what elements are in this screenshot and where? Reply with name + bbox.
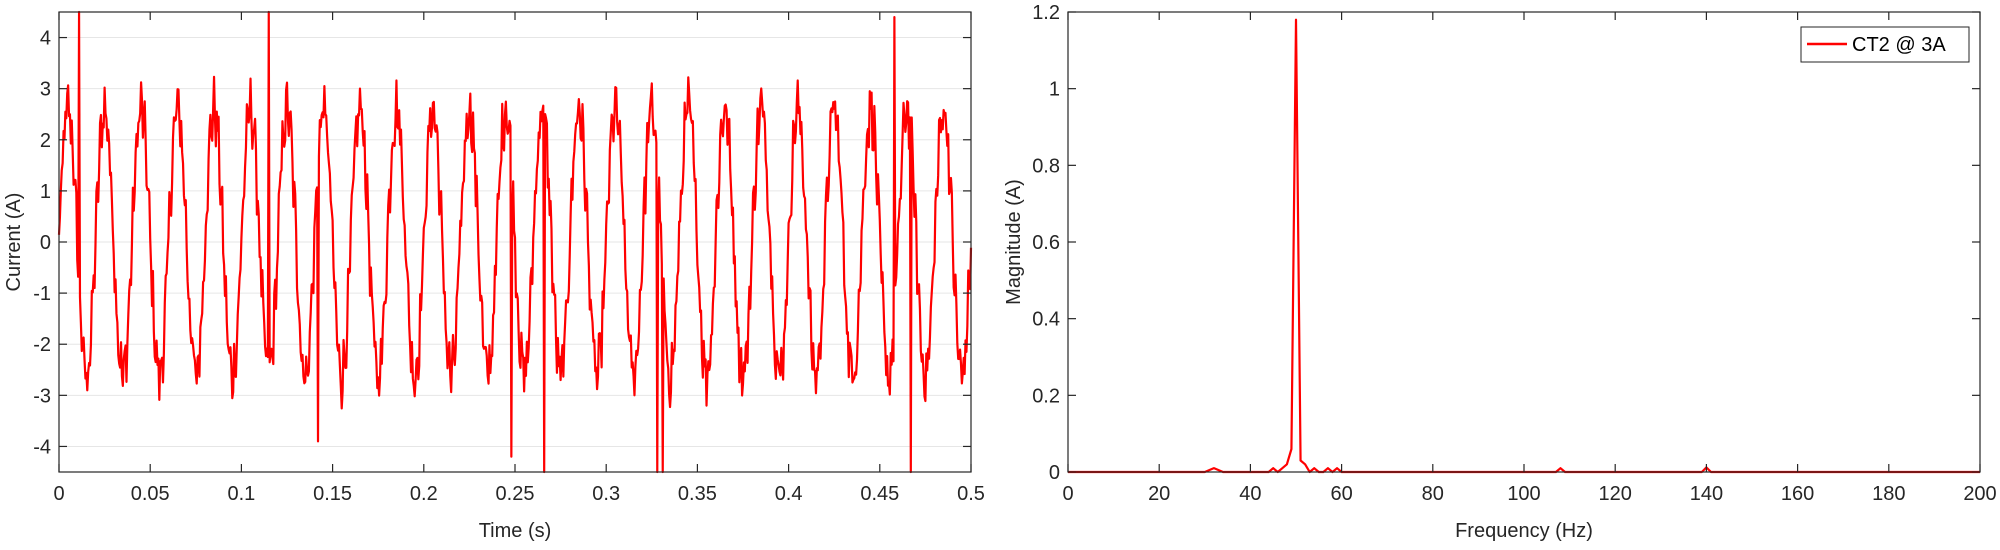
time-y-ticks: -4 -3 -2 -1 0 1 2 3 4	[33, 28, 971, 458]
fft-x-ticks: 0 20 40 60 80 100 120 140 160 180 200	[1062, 12, 1997, 505]
time-y-tick-label: 0	[40, 232, 51, 254]
fft-x-tick-label: 200	[1963, 483, 1996, 505]
time-y-tick-label: -1	[33, 283, 51, 305]
time-x-tick-label: 0.15	[313, 483, 352, 505]
time-series	[57, 10, 973, 474]
time-x-tick-label: 0.3	[592, 483, 620, 505]
time-x-tick-label: 0.45	[860, 483, 899, 505]
fft-y-ticks: 0 0.2 0.4 0.6 0.8 1 1.2	[1032, 2, 1980, 484]
time-y-tick-label: -3	[33, 385, 51, 407]
fft-x-tick-label: 40	[1239, 483, 1261, 505]
fft-y-tick-label: 0.4	[1032, 309, 1060, 331]
time-grid	[59, 37, 971, 447]
time-domain-chart: 0 0.05 0.1 0.15 0.2 0.25 0.3 0.35 0.4 0.45 0.5 -4-…	[3, 10, 985, 542]
time-y-tick-label: 1	[40, 181, 51, 203]
time-y-tick-label: 3	[40, 79, 51, 101]
time-x-tick-label: 0.1	[227, 483, 255, 505]
fft-x-tick-label: 140	[1690, 483, 1723, 505]
fft-y-tick-label: 1	[1049, 79, 1060, 101]
time-x-tick-label: 0.05	[131, 483, 170, 505]
fft-y-tick-label: 0.2	[1032, 385, 1060, 407]
fft-x-tick-label: 160	[1781, 483, 1814, 505]
fft-magnitude-line	[1068, 18, 1980, 474]
legend-label: CT2 @ 3A	[1852, 34, 1946, 56]
time-x-ticks: 0 0.05 0.1 0.15 0.2 0.25 0.3 0.35 0.4 0.45 0.5	[53, 12, 985, 505]
time-x-tick-label: 0.25	[496, 483, 535, 505]
fft-series	[1068, 18, 1980, 474]
fft-y-tick-label: 0.6	[1032, 232, 1060, 254]
fft-plot-area	[1068, 12, 1980, 472]
fft-x-tick-label: 80	[1422, 483, 1444, 505]
fft-x-tick-label: 0	[1062, 483, 1073, 505]
fft-x-tick-label: 60	[1330, 483, 1352, 505]
fft-x-tick-label: 100	[1507, 483, 1540, 505]
time-y-tick-label: 2	[40, 130, 51, 152]
time-x-tick-label: 0	[53, 483, 64, 505]
time-y-tick-label: -4	[33, 436, 51, 458]
fft-y-axis-label: Magnitude (A)	[1003, 179, 1025, 305]
fft-x-axis-label: Frequency (Hz)	[1455, 520, 1593, 542]
time-x-tick-label: 0.2	[410, 483, 438, 505]
fft-x-tick-label: 180	[1872, 483, 1905, 505]
time-y-tick-label: -2	[33, 334, 51, 356]
frequency-domain-chart: 0 20 40 60 80 100 120 140 160 180 200 0 0.2 0.4 0.6 0.…	[1003, 2, 1997, 542]
fft-y-tick-label: 0	[1049, 462, 1060, 484]
fft-y-tick-label: 0.8	[1032, 155, 1060, 177]
fft-x-tick-label: 20	[1148, 483, 1170, 505]
time-y-tick-label: 4	[40, 28, 51, 50]
current-waveform-line	[57, 10, 973, 474]
time-x-tick-label: 0.5	[957, 483, 985, 505]
time-x-tick-label: 0.35	[678, 483, 717, 505]
fft-y-tick-label: 1.2	[1032, 2, 1060, 24]
fft-x-tick-label: 120	[1599, 483, 1632, 505]
time-y-axis-label: Current (A)	[3, 193, 25, 292]
time-x-tick-label: 0.4	[775, 483, 803, 505]
time-x-axis-label: Time (s)	[479, 520, 552, 542]
legend: CT2 @ 3A	[1800, 26, 1970, 63]
